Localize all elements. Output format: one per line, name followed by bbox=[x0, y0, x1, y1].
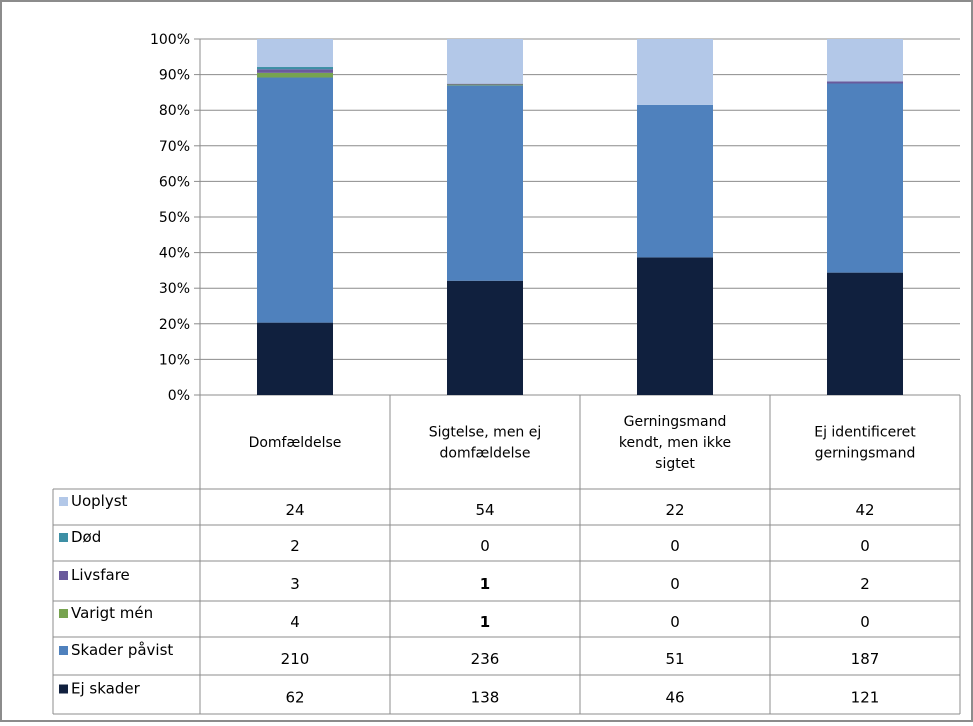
table-row: Livsfare 3 1 0 2 bbox=[59, 566, 870, 593]
bar-uoplyst bbox=[827, 39, 903, 82]
y-tick-label: 100% bbox=[150, 32, 190, 48]
cell-value: 0 bbox=[480, 537, 490, 555]
cell-value: 42 bbox=[855, 501, 874, 519]
cell-value: 46 bbox=[665, 689, 684, 707]
bar-uoplyst bbox=[637, 39, 713, 105]
bar-uoplyst bbox=[447, 39, 523, 84]
cell-value: 24 bbox=[285, 501, 304, 519]
legend-swatch bbox=[59, 684, 68, 694]
cell-value: 2 bbox=[290, 537, 300, 555]
cell-value: 138 bbox=[471, 689, 500, 707]
bar-livsfare bbox=[827, 81, 903, 84]
bar-skader-pavist bbox=[447, 85, 523, 281]
bar-livsfare bbox=[447, 83, 523, 85]
cell-value: 2 bbox=[860, 575, 870, 593]
cell-value: 51 bbox=[665, 650, 684, 668]
legend-swatch bbox=[59, 609, 68, 618]
y-tick-label: 70% bbox=[159, 139, 190, 155]
legend-label: Ej skader bbox=[71, 680, 141, 698]
data-table: Domfældelse Sigtelse, men ej domfældelse Ge… bbox=[52, 395, 961, 715]
table-row: Skader påvist 210 236 51 187 bbox=[59, 641, 879, 668]
cell-value: 54 bbox=[475, 501, 494, 519]
table-row: Uoplyst 24 54 22 42 bbox=[59, 492, 875, 519]
bars bbox=[257, 39, 903, 395]
cell-value: 210 bbox=[281, 650, 310, 668]
y-tick-label: 20% bbox=[159, 317, 190, 333]
table-row: Ej skader 62 138 46 121 bbox=[59, 680, 879, 707]
legend-swatch bbox=[59, 497, 68, 506]
cell-value: 236 bbox=[471, 650, 500, 668]
category-label: sigtet bbox=[655, 456, 695, 472]
cell-value: 1 bbox=[480, 575, 490, 593]
y-tick-label: 30% bbox=[159, 281, 190, 297]
category-label: domfældelse bbox=[440, 446, 531, 462]
bar-varigt-men bbox=[447, 84, 523, 86]
bar-ej-skader bbox=[257, 322, 333, 395]
legend-swatch bbox=[59, 533, 68, 542]
y-tick-label: 40% bbox=[159, 246, 190, 262]
bar-ej-skader bbox=[637, 257, 713, 395]
legend-label: Uoplyst bbox=[71, 492, 128, 510]
bar-dod bbox=[257, 67, 333, 70]
category-label: Domfældelse bbox=[249, 435, 342, 451]
y-tick-label: 0% bbox=[168, 388, 190, 404]
legend-label: Død bbox=[71, 528, 101, 546]
legend-swatch bbox=[59, 646, 68, 655]
bar-livsfare bbox=[257, 69, 333, 73]
cell-value: 0 bbox=[670, 613, 680, 631]
table-row: Varigt mén 4 1 0 0 bbox=[59, 604, 870, 631]
bar-ej-skader bbox=[827, 272, 903, 395]
y-tick-label: 60% bbox=[159, 174, 190, 190]
y-tick-label: 50% bbox=[159, 210, 190, 226]
cell-value: 22 bbox=[665, 501, 684, 519]
cell-value: 187 bbox=[851, 650, 880, 668]
bar-uoplyst bbox=[257, 39, 333, 68]
bar-varigt-men bbox=[257, 72, 333, 78]
bar-skader-pavist bbox=[637, 104, 713, 258]
legend-label: Skader påvist bbox=[71, 641, 173, 659]
legend-label: Varigt mén bbox=[71, 604, 153, 622]
category-label: gerningsmand bbox=[815, 446, 916, 462]
cell-value: 121 bbox=[851, 689, 880, 707]
bar-skader-pavist bbox=[827, 83, 903, 273]
category-label: kendt, men ikke bbox=[619, 435, 731, 451]
cell-value: 1 bbox=[480, 613, 490, 631]
category-label: Ej identificeret bbox=[814, 425, 916, 441]
legend-swatch bbox=[59, 571, 68, 580]
y-tick-label: 90% bbox=[159, 68, 190, 84]
bar-ej-skader bbox=[447, 280, 523, 395]
cell-value: 0 bbox=[860, 613, 870, 631]
category-label: Sigtelse, men ej bbox=[429, 425, 542, 441]
cell-value: 4 bbox=[290, 613, 300, 631]
y-tick-label: 10% bbox=[159, 352, 190, 368]
cell-value: 0 bbox=[860, 537, 870, 555]
y-axis: 0% 10% 20% 30% 40% 50% 60% 70% 80% 90% 100% bbox=[150, 32, 201, 404]
category-label: Gerningsmand bbox=[624, 414, 727, 430]
y-tick-label: 80% bbox=[159, 103, 190, 119]
bar-skader-pavist bbox=[257, 77, 333, 323]
cell-value: 3 bbox=[290, 575, 300, 593]
legend-label: Livsfare bbox=[71, 566, 130, 584]
cell-value: 62 bbox=[285, 689, 304, 707]
cell-value: 0 bbox=[670, 537, 680, 555]
cell-value: 0 bbox=[670, 575, 680, 593]
table-row: Død 2 0 0 0 bbox=[59, 528, 870, 555]
